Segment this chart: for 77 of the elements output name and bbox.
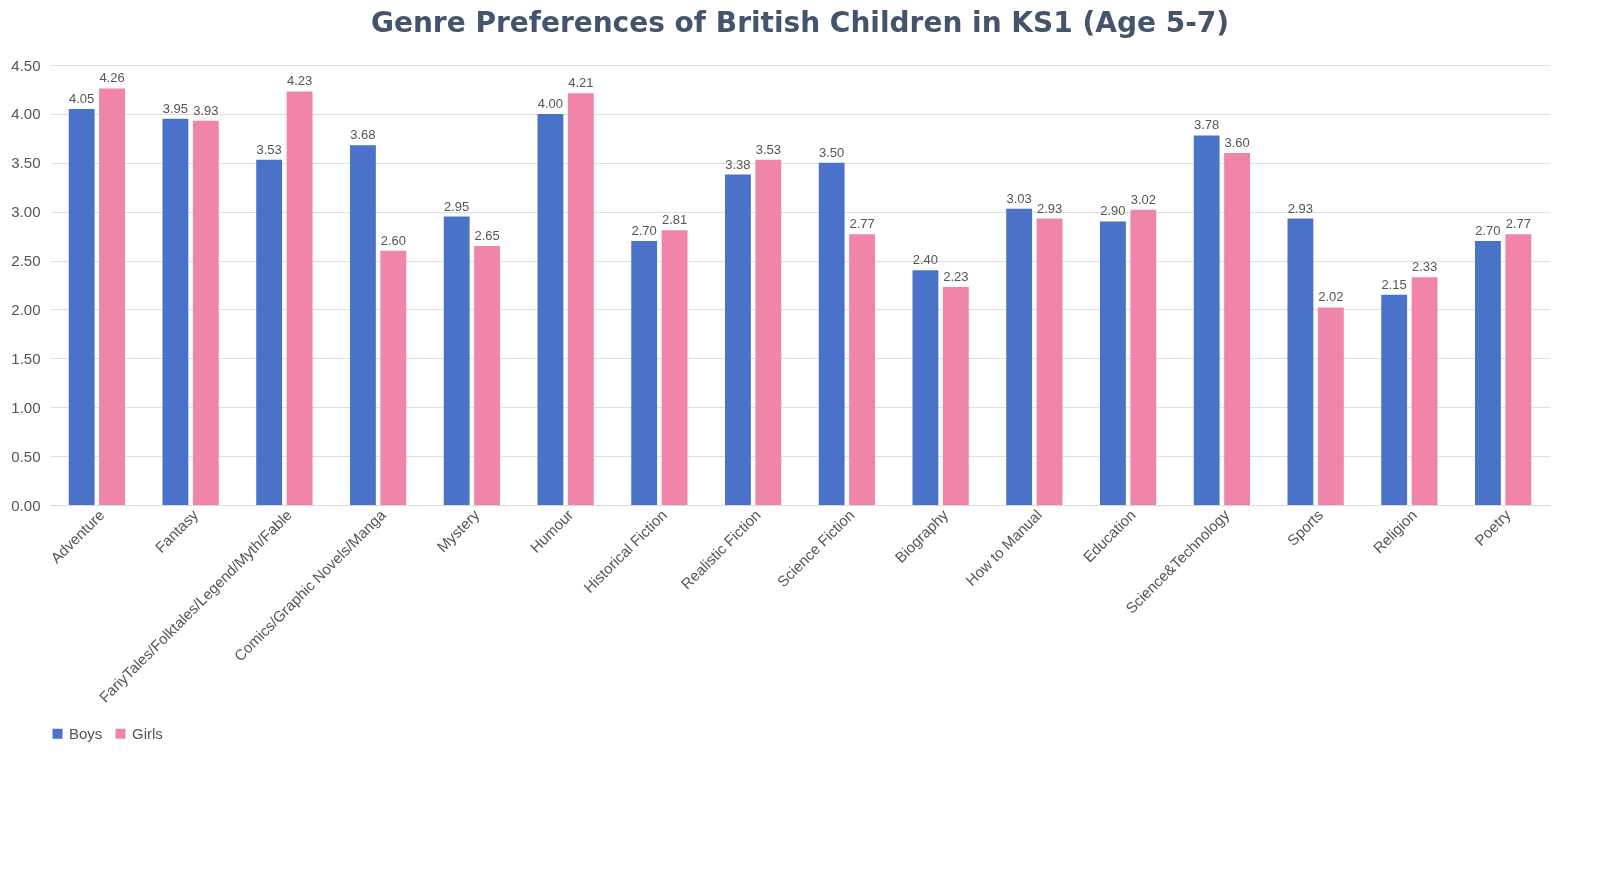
- data-label: 3.50: [819, 144, 845, 160]
- data-label: 2.15: [1381, 276, 1407, 292]
- data-label: 3.68: [350, 127, 376, 143]
- data-label: 3.53: [755, 141, 781, 157]
- data-label: 2.90: [1100, 203, 1126, 219]
- data-label: 3.95: [162, 100, 189, 116]
- bar: [912, 270, 939, 505]
- bar: [942, 286, 969, 505]
- bar: [380, 250, 407, 505]
- bar: [631, 241, 658, 505]
- data-label: 2.93: [1287, 200, 1314, 216]
- bar: [443, 216, 470, 505]
- bar: [725, 174, 751, 505]
- data-label: 2.70: [1475, 223, 1501, 238]
- y-tick-label: 1.00: [11, 398, 41, 416]
- data-label: 4.26: [99, 70, 125, 86]
- data-label: 2.95: [444, 198, 470, 214]
- data-label: 3.03: [1006, 190, 1032, 206]
- bar: [1411, 277, 1438, 505]
- data-label: 4.00: [537, 95, 564, 111]
- y-tick-label: 4.50: [11, 56, 41, 74]
- bar: [474, 245, 500, 505]
- bar: [1100, 221, 1126, 505]
- data-label: 3.60: [1224, 135, 1250, 150]
- data-label: 2.70: [631, 223, 657, 238]
- data-label: 2.81: [661, 212, 688, 228]
- y-tick-label: 0.00: [11, 496, 41, 514]
- data-label: 2.65: [474, 227, 500, 243]
- y-tick-label: 3.50: [11, 154, 41, 172]
- data-label: 2.77: [1505, 216, 1531, 232]
- bar: [192, 120, 219, 505]
- y-tick-label: 2.00: [11, 300, 41, 318]
- y-tick-label: 1.50: [11, 349, 41, 367]
- bar: [256, 159, 283, 505]
- legend-label: Boys: [69, 724, 103, 742]
- bar: [1475, 241, 1501, 505]
- data-label: 2.02: [1318, 289, 1344, 305]
- bar: [661, 230, 688, 505]
- bar: [1287, 218, 1314, 505]
- bar: [99, 88, 125, 505]
- data-label: 3.53: [256, 141, 282, 157]
- bar: [1505, 234, 1532, 505]
- bar: [567, 93, 594, 505]
- data-label: 3.38: [725, 156, 751, 172]
- y-tick-label: 3.00: [11, 203, 41, 221]
- legend-label: Girls: [132, 724, 163, 742]
- data-label: 2.23: [943, 268, 969, 284]
- data-label: 2.93: [1036, 200, 1063, 216]
- y-tick-label: 4.00: [11, 105, 41, 123]
- bar: [1193, 135, 1220, 505]
- bar: [849, 234, 875, 505]
- bar: [286, 91, 313, 505]
- bar: [818, 162, 845, 505]
- data-label: 4.21: [568, 75, 594, 91]
- bar: [350, 145, 376, 505]
- chart-title: Genre Preferences of British Children in KS1 (Age 5-7): [370, 6, 1230, 39]
- data-label: 4.05: [69, 91, 95, 106]
- bar: [755, 159, 782, 505]
- y-tick-label: 2.50: [11, 252, 41, 270]
- bar: [68, 109, 95, 505]
- bar: [1130, 209, 1157, 505]
- data-label: 3.78: [1194, 117, 1220, 133]
- y-tick-label: 0.50: [11, 447, 41, 465]
- data-label: 2.60: [380, 232, 406, 248]
- bar: [1006, 208, 1033, 505]
- bar: [162, 118, 189, 505]
- data-label: 3.02: [1130, 191, 1156, 207]
- bar: [537, 113, 564, 505]
- data-label: 2.40: [912, 252, 939, 268]
- data-label: 4.23: [286, 73, 313, 89]
- bar: [1224, 153, 1250, 505]
- data-label: 3.93: [193, 102, 219, 118]
- bar: [1317, 307, 1344, 505]
- bar: [1036, 218, 1063, 505]
- data-label: 2.77: [849, 216, 875, 232]
- bar: [1381, 294, 1408, 505]
- data-label: 2.33: [1411, 259, 1438, 275]
